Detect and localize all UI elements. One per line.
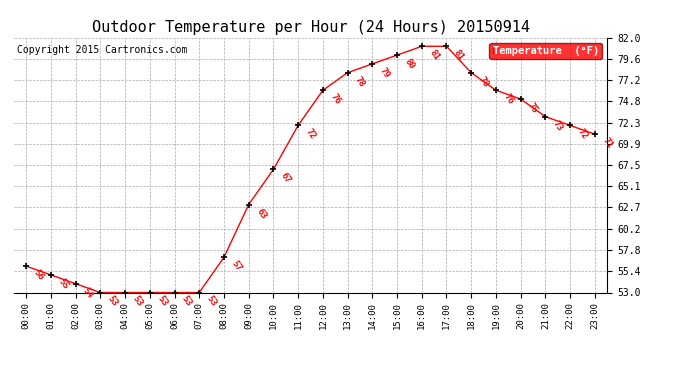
Text: 53: 53 [180, 294, 194, 308]
Text: 72: 72 [575, 128, 589, 141]
Legend: Temperature  (°F): Temperature (°F) [489, 43, 602, 59]
Text: 53: 53 [106, 294, 119, 308]
Text: Copyright 2015 Cartronics.com: Copyright 2015 Cartronics.com [17, 45, 187, 55]
Text: 67: 67 [279, 171, 293, 185]
Text: 73: 73 [551, 118, 564, 132]
Text: 57: 57 [230, 259, 243, 273]
Text: 76: 76 [328, 92, 342, 106]
Text: 53: 53 [130, 294, 144, 308]
Title: Outdoor Temperature per Hour (24 Hours) 20150914: Outdoor Temperature per Hour (24 Hours) … [92, 20, 529, 35]
Text: 79: 79 [378, 66, 391, 80]
Text: 81: 81 [427, 48, 441, 62]
Text: 81: 81 [452, 48, 466, 62]
Text: 54: 54 [81, 286, 95, 300]
Text: 80: 80 [402, 57, 416, 71]
Text: 53: 53 [205, 294, 218, 308]
Text: 76: 76 [502, 92, 515, 106]
Text: 71: 71 [600, 136, 614, 150]
Text: 72: 72 [304, 128, 317, 141]
Text: 78: 78 [353, 75, 366, 88]
Text: 78: 78 [477, 75, 491, 88]
Text: 55: 55 [57, 277, 70, 291]
Text: 56: 56 [32, 268, 46, 282]
Text: 75: 75 [526, 101, 540, 115]
Text: 53: 53 [155, 294, 169, 308]
Text: 63: 63 [254, 207, 268, 220]
